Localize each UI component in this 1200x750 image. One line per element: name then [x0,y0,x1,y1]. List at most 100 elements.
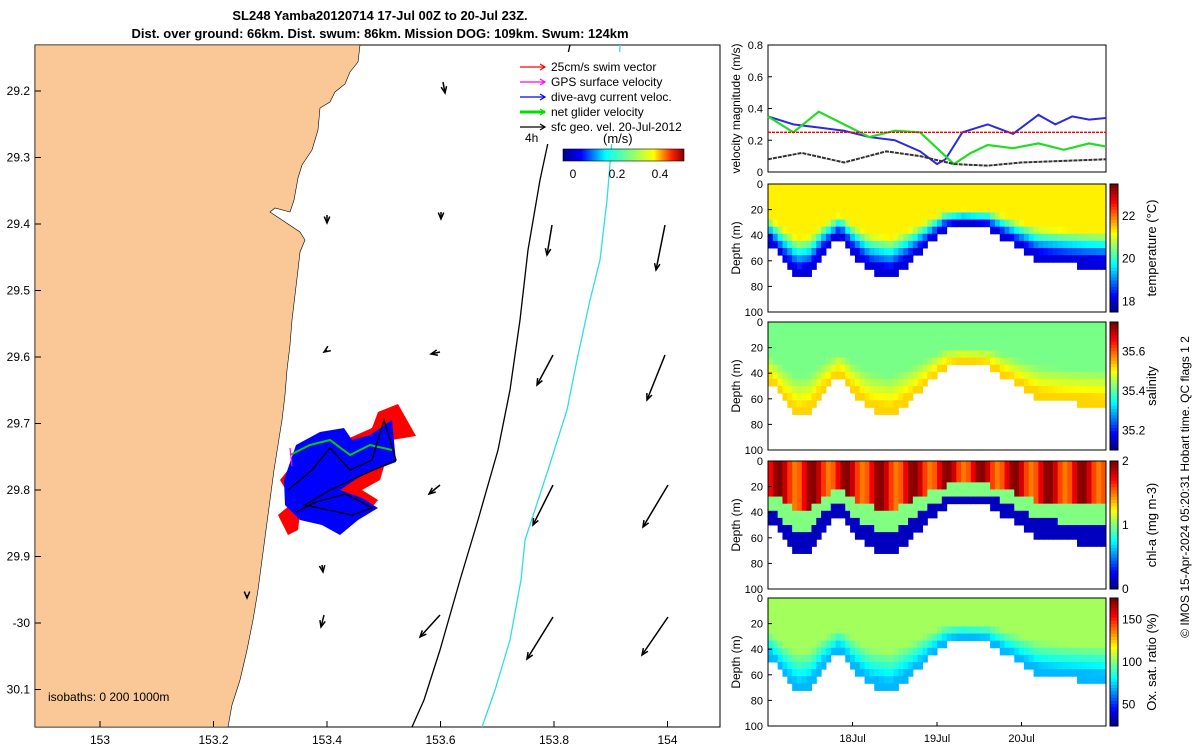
section-cell [806,198,812,206]
section-cell [883,503,890,512]
section-cell [903,532,909,540]
section-cell [1081,461,1088,469]
section-cell [908,475,914,483]
section-cell [850,612,856,620]
section-cell [796,386,803,394]
section-cell [821,205,827,213]
section-cell [825,647,832,656]
section-cell [917,605,924,613]
section-cell [1052,386,1059,394]
section-cell [1091,669,1097,677]
section-cell [999,626,1006,635]
section-cell [806,647,812,656]
section-cell [883,322,890,330]
section-cell [1096,400,1102,408]
section-cell [980,475,986,483]
section-cell [1091,350,1097,359]
section-cell [951,496,957,505]
section-cell [999,482,1006,490]
section-cell [941,336,948,344]
section-cell [811,233,817,242]
section-cell [941,633,948,642]
section-cell [1043,619,1049,627]
section-cell [1052,461,1059,469]
section-cell [1038,371,1044,380]
section-cell [1096,226,1102,235]
section-cell [956,633,962,642]
section-cell [970,198,977,206]
section-cell [1081,605,1088,613]
section-cell [1014,605,1020,613]
section-cell [1086,219,1093,228]
section-cell [792,626,798,635]
section-cell [1072,640,1078,649]
section-cell [1004,233,1010,242]
section-cell [1067,598,1073,606]
section-cell [1009,329,1015,337]
section-cell [850,662,856,670]
section-cell [782,647,788,656]
section-cell [1028,248,1035,256]
section-cell [1052,510,1059,519]
section-cell [879,378,885,387]
section-cell [1101,248,1107,256]
depth-tick: 20 [751,343,763,355]
section-cell [879,350,885,359]
section-cell [1077,539,1083,547]
section-cell [937,191,943,199]
section-cell [1072,633,1078,642]
section-cell [980,350,986,359]
geostrophic-velocity-arrow [532,484,554,526]
section-cell [840,184,846,192]
section-cell [946,329,952,337]
depth-tick: 60 [751,394,763,406]
section-cell [908,378,914,387]
section-cell [772,219,779,228]
section-cell [898,633,904,642]
section-cell [951,626,957,635]
section-cell [806,482,812,490]
section-cell [1067,343,1073,351]
section-cell [1009,647,1015,656]
section-cell [782,612,788,620]
section-cell [1096,525,1102,533]
section-cell [796,184,803,192]
section-cell [1023,205,1030,213]
section-cell [1052,198,1059,206]
section-cell [917,468,924,476]
section-cell [864,329,870,337]
section-cell [1033,619,1039,627]
section-cell [1028,191,1035,199]
section-cell [1096,475,1102,483]
section-cell [806,219,812,228]
section-cell [951,343,957,351]
section-cell [792,612,798,620]
section-cell [927,503,933,512]
section-cell [777,205,783,213]
section-cell [1038,482,1044,490]
section-cell [898,619,904,627]
section-cell [879,633,885,642]
section-cell [806,212,812,221]
section-cell [961,322,967,330]
section-cell [1048,489,1054,498]
section-cell [951,461,957,469]
section-cell [994,350,1001,359]
section-cell [859,654,866,663]
section-cell [932,336,938,344]
section-cell [1004,496,1010,505]
section-cell [845,322,851,330]
section-cell [792,322,798,330]
section-cell [922,219,928,228]
section-cell [1077,654,1083,663]
section-cell [806,532,812,540]
section-cell [917,647,924,656]
section-cell [927,647,933,656]
section-cell [806,525,812,533]
colorbar-tick-label: 35.6 [1122,345,1146,359]
section-cell [777,371,783,380]
velocity-ytick: 0.8 [748,40,763,52]
section-cell [768,219,774,228]
section-cell [816,364,822,373]
section-cell [999,205,1006,213]
